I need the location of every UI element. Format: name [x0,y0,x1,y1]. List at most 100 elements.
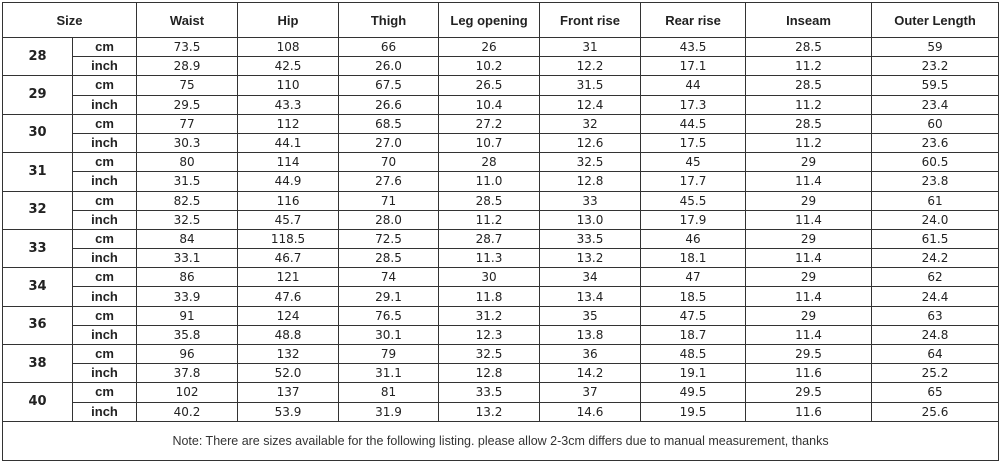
value-cell: 28.5 [745,75,873,96]
value-cell: 36 [539,343,642,365]
value-cell: 40.2 [136,401,239,422]
value-cell: 108 [237,36,340,58]
value-cell: 96 [136,343,239,365]
unit-cell: cm [71,305,138,326]
size-cell: 32 [2,190,73,230]
value-cell: 25.6 [871,401,1000,422]
value-cell: 30.3 [136,132,239,154]
value-cell: 19.5 [640,401,747,422]
value-cell: 61 [871,190,1000,211]
value-cell: 44 [640,75,747,96]
value-cell: 37 [539,382,642,403]
unit-cell: cm [71,152,138,173]
value-cell: 13.4 [539,286,642,307]
table-row-32-cm: 32 cm 82.5 116 71 28.5 33 45.5 29 61 [2,190,1000,230]
table-row-34-cm: 34 cm 86 121 74 30 34 47 29 62 [2,267,1000,307]
value-cell: 13.8 [539,324,642,346]
value-cell: 59.5 [871,75,1000,96]
size-cell: 38 [2,343,73,384]
column-header: Hip [237,2,340,38]
value-cell: 49.5 [640,382,747,403]
note-row: Note: There are sizes available for the … [1,420,1000,461]
value-cell: 26 [438,36,541,58]
value-cell: 116 [237,190,340,211]
value-cell: 12.4 [539,94,642,115]
value-cell: 17.7 [640,171,747,192]
column-header: Rear rise [640,2,747,38]
value-cell: 10.4 [438,94,541,115]
value-cell: 33.5 [438,382,541,403]
value-cell: 31.9 [338,401,440,422]
value-cell: 137 [237,382,340,403]
note-text: Note: There are sizes available for the … [1,420,1000,461]
value-cell: 68.5 [338,113,440,134]
unit-cell: cm [71,75,138,96]
table-row-36-cm: 36 cm 91 124 76.5 31.2 35 47.5 29 63 [2,305,1000,346]
size-cell: 31 [2,152,73,192]
value-cell: 28.7 [438,228,541,250]
value-cell: 102 [136,382,239,403]
value-cell: 11.2 [745,94,873,115]
table-row-40-cm: 40 cm 102 137 81 33.5 37 49.5 29.5 65 [2,382,1000,422]
value-cell: 31.1 [338,363,440,384]
value-cell: 24.2 [871,248,1000,269]
table-row-28-cm: 28 cm 73.5 108 66 26 31 43.5 28.5 59 [2,36,1000,77]
value-cell: 44.1 [237,132,340,154]
value-cell: 25.2 [871,363,1000,384]
value-cell: 44.9 [237,171,340,192]
value-cell: 35.8 [136,324,239,346]
table-row-33-inch: inch 33.1 46.7 28.5 11.3 13.2 18.1 11.4 24.2 [3,248,1000,269]
column-header: Front rise [539,2,642,38]
unit-cell: inch [71,363,138,384]
value-cell: 118.5 [237,228,340,250]
size-cell: 36 [2,305,73,346]
unit-cell: inch [71,209,138,230]
value-cell: 24.4 [871,286,1000,307]
table-row-38-inch: inch 37.8 52.0 31.1 12.8 14.2 19.1 11.6 25.2 [3,363,1000,384]
value-cell: 30 [438,267,541,288]
unit-cell: cm [71,382,138,403]
table-row-33-cm: 33 cm 84 118.5 72.5 28.7 33.5 46 29 61.5 [2,228,1000,269]
value-cell: 11.2 [745,56,873,77]
table-row-31-inch: inch 31.5 44.9 27.6 11.0 12.8 17.7 11.4 23.8 [3,171,1000,192]
value-cell: 32.5 [539,152,642,173]
value-cell: 12.3 [438,324,541,346]
unit-cell: inch [71,132,138,154]
value-cell: 59 [871,36,1000,58]
value-cell: 23.6 [871,132,1000,154]
value-cell: 29 [745,228,873,250]
unit-cell: inch [71,171,138,192]
value-cell: 10.2 [438,56,541,77]
value-cell: 11.3 [438,248,541,269]
value-cell: 72.5 [338,228,440,250]
table-row-38-cm: 38 cm 96 132 79 32.5 36 48.5 29.5 64 [2,343,1000,384]
value-cell: 110 [237,75,340,96]
value-cell: 42.5 [237,56,340,77]
value-cell: 86 [136,267,239,288]
value-cell: 26.5 [438,75,541,96]
value-cell: 12.8 [539,171,642,192]
value-cell: 26.6 [338,94,440,115]
value-cell: 13.0 [539,209,642,230]
value-cell: 77 [136,113,239,134]
value-cell: 11.6 [745,401,873,422]
value-cell: 112 [237,113,340,134]
table-row-34-inch: inch 33.9 47.6 29.1 11.8 13.4 18.5 11.4 24.4 [3,286,1000,307]
value-cell: 31.5 [136,171,239,192]
value-cell: 44.5 [640,113,747,134]
value-cell: 124 [237,305,340,326]
unit-cell: inch [71,324,138,346]
column-header: Outer Length [871,2,1000,38]
value-cell: 75 [136,75,239,96]
value-cell: 33.5 [539,228,642,250]
value-cell: 27.2 [438,113,541,134]
table-row-29-cm: 29 cm 75 110 67.5 26.5 31.5 44 28.5 59.5 [2,75,1000,115]
table-row-30-inch: inch 30.3 44.1 27.0 10.7 12.6 17.5 11.2 23.6 [3,132,1000,154]
unit-cell: inch [71,94,138,115]
column-header: Inseam [745,2,873,38]
value-cell: 45.7 [237,209,340,230]
value-cell: 46.7 [237,248,340,269]
value-cell: 73.5 [136,36,239,58]
value-cell: 23.2 [871,56,1000,77]
value-cell: 14.6 [539,401,642,422]
